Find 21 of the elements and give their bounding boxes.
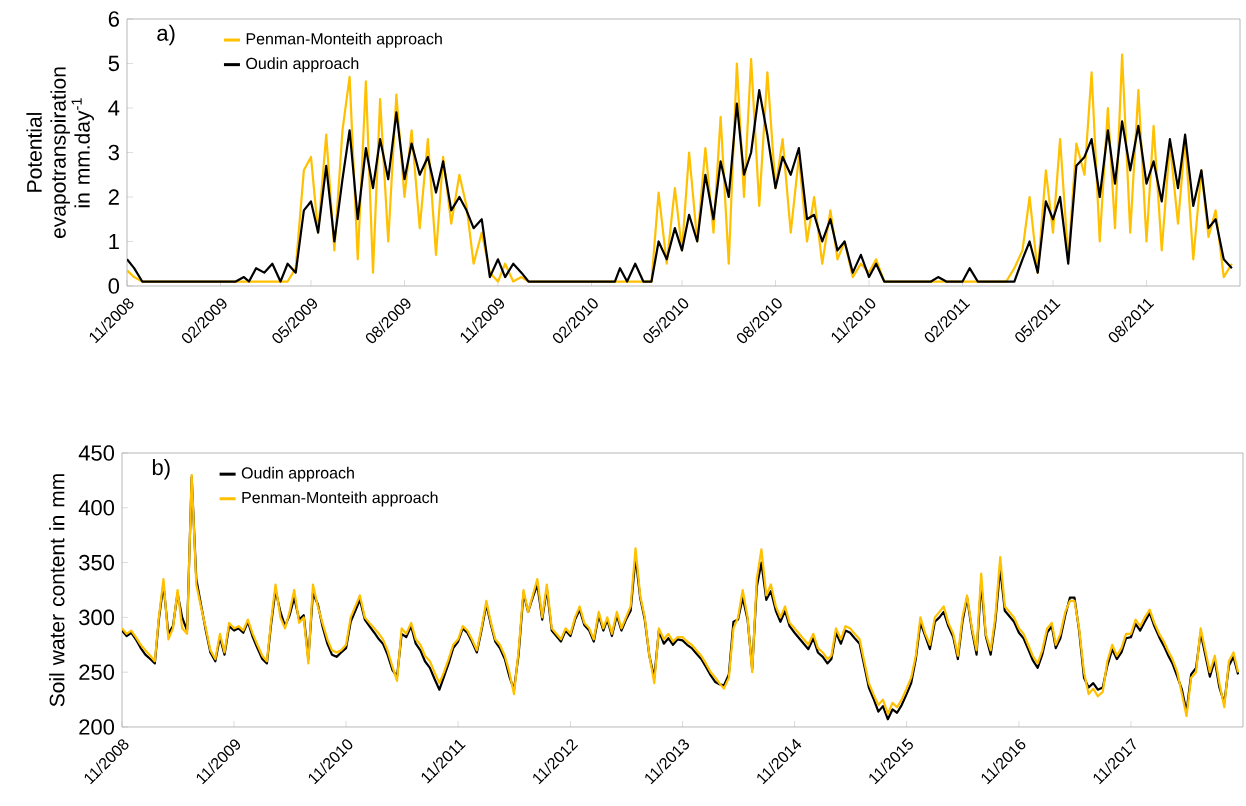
y-tick-label: 4 [108, 100, 120, 116]
chart-title: b) [152, 459, 170, 480]
y-tick-label: 3 [108, 144, 119, 161]
y-tick-label: 400 [78, 500, 115, 516]
y-tick-label: 250 [79, 664, 115, 680]
y-tick-label: 350 [79, 554, 115, 571]
y-tick-label: 6 [108, 11, 119, 27]
y-axis-title: Soil water content in mm [49, 474, 65, 707]
y-tick-label: 450 [78, 445, 115, 461]
y-tick-label: 2 [108, 189, 119, 205]
legend-label: Penman-Monteith approach [246, 32, 442, 48]
y-axis-title: Potential evapotranspiration in mm.day$^{-1}$ [26, 67, 94, 238]
chart-title: a) [157, 24, 175, 46]
legend-label: Penman-Monteith approach [242, 491, 438, 507]
y-tick-label: 0 [108, 278, 120, 294]
legend-label: Oudin approach [241, 466, 354, 482]
y-tick-label: 200 [79, 719, 115, 735]
legend-label: Oudin approach [246, 57, 359, 73]
y-tick-label: 300 [79, 609, 115, 626]
y-tick-label: 1 [109, 233, 119, 250]
y-tick-label: 5 [108, 55, 119, 72]
